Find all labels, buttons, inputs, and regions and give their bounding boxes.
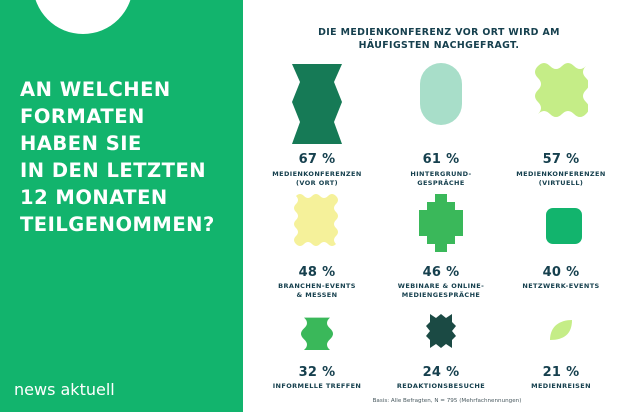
wavy-column-icon bbox=[290, 310, 344, 384]
leaf-icon bbox=[534, 310, 588, 384]
format-label: Medienreisen bbox=[501, 382, 621, 391]
rounded-square-shape bbox=[546, 208, 582, 244]
wavy-column-shape bbox=[301, 317, 333, 350]
leaf-shape bbox=[550, 320, 572, 340]
format-label-line: Webinare & Online- bbox=[397, 282, 485, 290]
percentage-value: 48 % bbox=[298, 265, 336, 280]
percentage-value: 24 % bbox=[422, 365, 460, 380]
format-label-line: (virtuell) bbox=[538, 179, 584, 187]
percentage-value: 40 % bbox=[542, 265, 580, 280]
survey-question: An welchen Formaten haben Sie in den let… bbox=[20, 76, 240, 238]
format-label-line: & Messen bbox=[296, 291, 338, 299]
format-label: Medienkonferenzen (virtuell) bbox=[501, 170, 621, 188]
notched-octagon-shape bbox=[426, 314, 456, 348]
question-line: Formaten bbox=[20, 105, 145, 128]
left-panel: An welchen Formaten haben Sie in den let… bbox=[0, 0, 243, 412]
format-label: Branchen-Events & Messen bbox=[257, 282, 377, 300]
question-line: haben Sie bbox=[20, 132, 142, 155]
format-label: Informelle Treffen bbox=[257, 382, 377, 391]
zigzag-hexagon-shape bbox=[292, 64, 342, 144]
format-label: Webinare & Online- Mediengespräche bbox=[381, 282, 501, 300]
stepped-diamond-shape bbox=[419, 194, 463, 252]
format-label-line: Netzwerk-Events bbox=[522, 282, 600, 290]
format-label-line: Branchen-Events bbox=[278, 282, 356, 290]
format-label-line: Informelle Treffen bbox=[272, 382, 362, 390]
scalloped-rectangle-icon bbox=[290, 190, 344, 264]
format-label: Medienkonferenzen (vor Ort) bbox=[257, 170, 377, 188]
question-line: An welchen bbox=[20, 78, 171, 101]
question-line: in den letzten bbox=[20, 159, 207, 182]
rounded-square-icon bbox=[534, 190, 588, 264]
question-line: teilgenommen? bbox=[20, 213, 215, 236]
brand-logo: news aktuell bbox=[14, 380, 115, 399]
percentage-value: 57 % bbox=[542, 152, 580, 167]
question-line: 12 Monaten bbox=[20, 186, 168, 209]
footnote: Basis: Alle Befragten, N = 795 (Mehrfach… bbox=[372, 398, 522, 404]
zigzag-hexagon-icon bbox=[290, 60, 344, 152]
wavy-square-icon bbox=[534, 60, 589, 152]
format-label-line: Medienkonferenzen bbox=[516, 170, 606, 178]
format-label-line: Redaktionsbesuche bbox=[396, 382, 486, 390]
format-label-line: Medienkonferenzen bbox=[272, 170, 362, 178]
format-label-line: Medienreisen bbox=[531, 382, 591, 390]
chart-title-line: häufigsten nachgefragt. bbox=[358, 40, 520, 51]
percentage-value: 32 % bbox=[298, 365, 336, 380]
notched-octagon-icon bbox=[414, 310, 468, 384]
rounded-pill-icon bbox=[414, 60, 468, 152]
percentage-value: 46 % bbox=[422, 265, 460, 280]
stepped-diamond-icon bbox=[414, 190, 468, 264]
wavy-square-shape bbox=[535, 63, 589, 117]
format-label: Netzwerk-Events bbox=[501, 282, 621, 291]
chart-title: Die Medienkonferenz vor Ort wird am häuf… bbox=[300, 26, 578, 52]
format-label-line: (vor Ort) bbox=[296, 179, 338, 187]
chart-title-line: Die Medienkonferenz vor Ort wird am bbox=[318, 27, 560, 38]
percentage-value: 67 % bbox=[298, 152, 336, 167]
format-label-line: gespräche bbox=[417, 179, 465, 187]
percentage-value: 61 % bbox=[422, 152, 460, 167]
format-label-line: Hintergrund- bbox=[410, 170, 472, 178]
format-label-line: Mediengespräche bbox=[401, 291, 481, 299]
percentage-value: 21 % bbox=[542, 365, 580, 380]
format-label: Redaktionsbesuche bbox=[381, 382, 501, 391]
format-label: Hintergrund-gespräche bbox=[381, 170, 501, 188]
rounded-pill-shape bbox=[420, 63, 462, 125]
scalloped-rectangle-shape bbox=[294, 194, 338, 246]
